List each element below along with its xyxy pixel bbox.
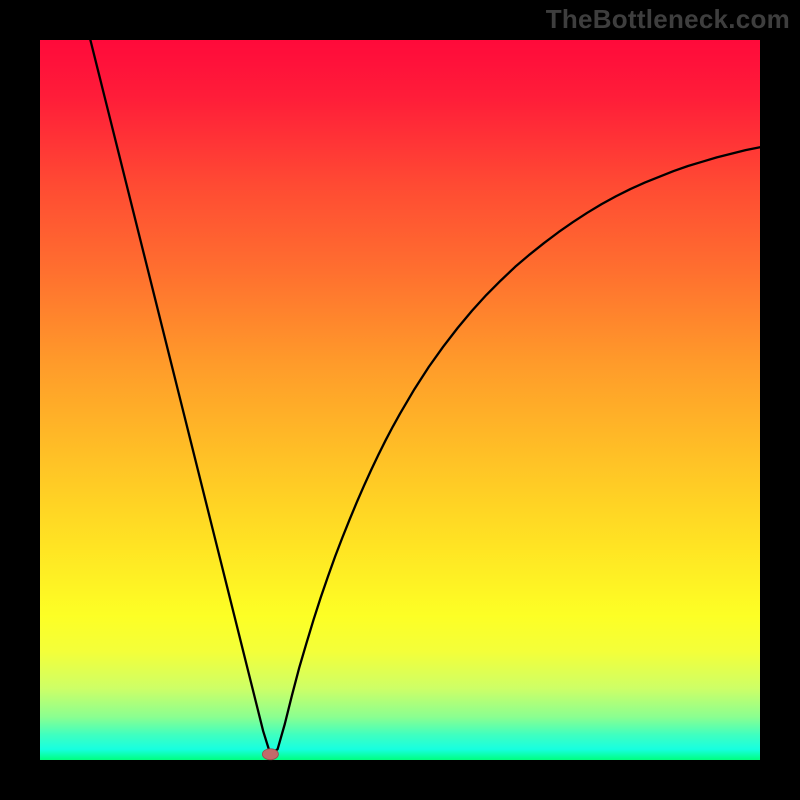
- chart-container: TheBottleneck.com: [0, 0, 800, 800]
- plot-background: [40, 40, 760, 760]
- optimum-marker: [262, 749, 278, 760]
- watermark-text: TheBottleneck.com: [546, 4, 790, 35]
- bottleneck-curve-chart: [0, 0, 800, 800]
